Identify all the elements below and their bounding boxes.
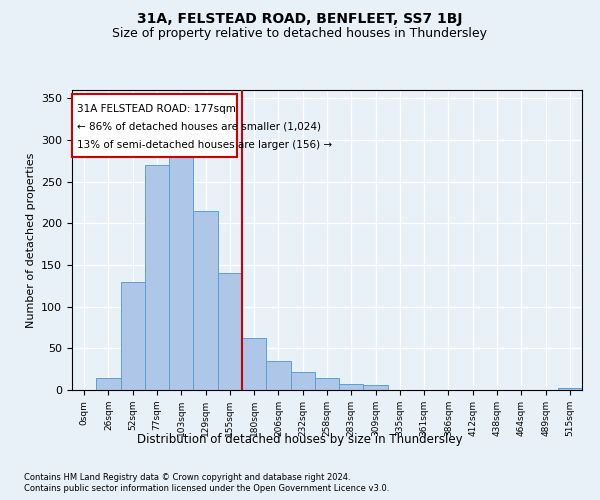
Bar xyxy=(121,282,145,390)
Text: 13% of semi-detached houses are larger (156) →: 13% of semi-detached houses are larger (… xyxy=(77,140,332,149)
Text: Contains public sector information licensed under the Open Government Licence v3: Contains public sector information licen… xyxy=(24,484,389,493)
Bar xyxy=(290,372,315,390)
Text: Size of property relative to detached houses in Thundersley: Size of property relative to detached ho… xyxy=(113,28,487,40)
Bar xyxy=(169,151,193,390)
Bar xyxy=(193,211,218,390)
Y-axis label: Number of detached properties: Number of detached properties xyxy=(26,152,35,328)
FancyBboxPatch shape xyxy=(72,94,237,156)
Text: Distribution of detached houses by size in Thundersley: Distribution of detached houses by size … xyxy=(137,432,463,446)
Bar xyxy=(339,384,364,390)
Bar xyxy=(96,378,121,390)
Text: Contains HM Land Registry data © Crown copyright and database right 2024.: Contains HM Land Registry data © Crown c… xyxy=(24,472,350,482)
Bar xyxy=(558,388,582,390)
Bar xyxy=(266,361,290,390)
Bar xyxy=(242,338,266,390)
Bar xyxy=(364,385,388,390)
Text: ← 86% of detached houses are smaller (1,024): ← 86% of detached houses are smaller (1,… xyxy=(77,122,321,132)
Bar xyxy=(315,378,339,390)
Bar xyxy=(218,274,242,390)
Bar xyxy=(145,165,169,390)
Text: 31A, FELSTEAD ROAD, BENFLEET, SS7 1BJ: 31A, FELSTEAD ROAD, BENFLEET, SS7 1BJ xyxy=(137,12,463,26)
Text: 31A FELSTEAD ROAD: 177sqm: 31A FELSTEAD ROAD: 177sqm xyxy=(77,104,236,114)
